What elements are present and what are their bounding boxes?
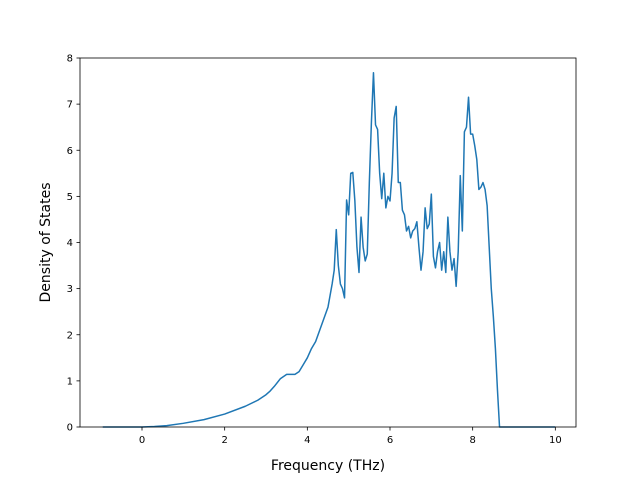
y-tick-label: 3 bbox=[67, 284, 73, 295]
x-tick-label: 10 bbox=[549, 435, 562, 446]
y-tick-label: 8 bbox=[67, 54, 73, 65]
y-axis: 0 1 2 3 4 5 6 7 8 bbox=[67, 54, 80, 434]
y-tick-label: 2 bbox=[67, 330, 73, 341]
dos-curve bbox=[102, 72, 556, 428]
y-axis-label: Density of States bbox=[38, 183, 54, 303]
x-axis: 0 2 4 6 8 10 bbox=[139, 427, 562, 446]
x-tick-label: 2 bbox=[221, 435, 227, 446]
y-tick-label: 0 bbox=[67, 423, 73, 434]
x-tick-label: 4 bbox=[304, 435, 310, 446]
y-tick-label: 5 bbox=[67, 192, 73, 203]
y-tick-label: 6 bbox=[67, 146, 73, 157]
y-tick-label: 1 bbox=[67, 376, 73, 387]
x-tick-label: 6 bbox=[387, 435, 393, 446]
y-tick-label: 4 bbox=[67, 238, 73, 249]
y-tick-label: 7 bbox=[67, 100, 73, 111]
x-axis-label: Frequency (THz) bbox=[271, 458, 385, 474]
x-tick-label: 8 bbox=[469, 435, 475, 446]
x-tick-label: 0 bbox=[139, 435, 145, 446]
